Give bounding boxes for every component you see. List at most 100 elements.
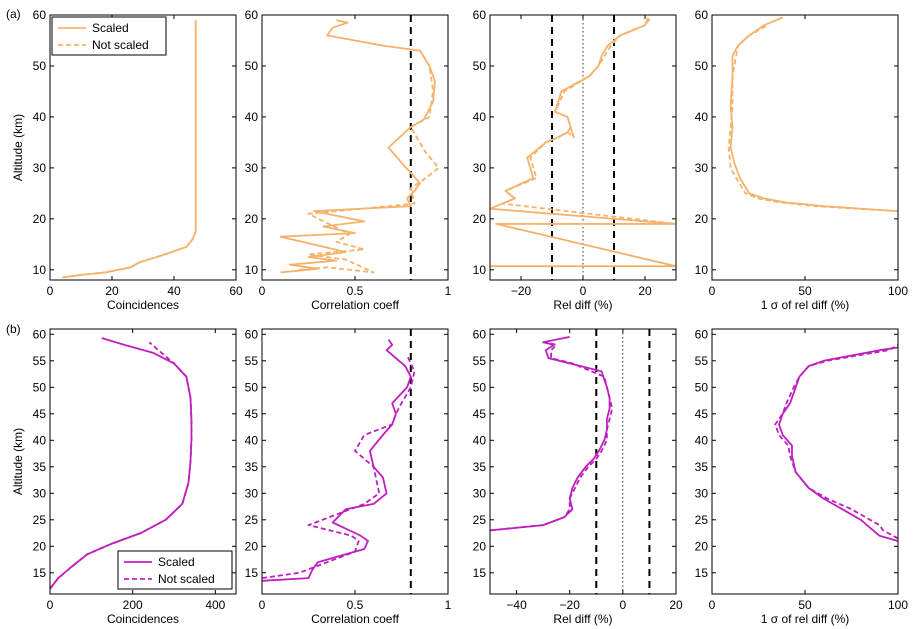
legend-b: Scaled Not scaled — [117, 550, 233, 590]
y-tick-label: 60 — [695, 8, 709, 22]
x-tick-label: 0 — [47, 284, 54, 298]
x-tick-label: 40 — [167, 284, 181, 298]
series-line-a3-scaled — [490, 17, 676, 268]
panel-a2: 0 0.5 1 10 20 30 40 50 60 Correlation coeff — [245, 8, 452, 312]
series-line-b2-scaled — [262, 339, 412, 582]
x-tick-label: 0.5 — [347, 284, 364, 298]
y-tick-label: 25 — [33, 513, 47, 527]
y-tick-label: 35 — [245, 460, 259, 474]
series-line-a4-scaled — [729, 16, 898, 213]
y-tick-label: 60 — [473, 8, 487, 22]
y-tick-label: 30 — [473, 161, 487, 175]
y-tick-label: 25 — [245, 513, 259, 527]
panel-b2: 0 0.5 1 15 20 25 30 35 40 45 50 55 60 Correlation coe… — [245, 327, 452, 626]
x-tick-label: 0 — [620, 598, 627, 612]
y-axis-label: Altitude (km) — [11, 114, 25, 181]
y-tick-label: 50 — [33, 380, 47, 394]
series-line-b3-scaled — [490, 336, 611, 532]
x-axis-label: Correlation coeff — [311, 298, 399, 312]
panel-b4: 0 50 100 15 20 25 30 35 40 45 50 55 60 1 σ of rel dif… — [695, 327, 909, 626]
series-group-a2 — [279, 19, 440, 274]
x-tick-label: 60 — [229, 284, 243, 298]
x-axis-label: Coincidences — [107, 298, 179, 312]
x-axis-label: Correlation coeff — [311, 612, 399, 626]
x-tick-label: 100 — [888, 284, 908, 298]
y-tick-label: 55 — [245, 354, 259, 368]
y-tick-label: 20 — [473, 212, 487, 226]
y-tick-label: 30 — [33, 486, 47, 500]
series-line-a1-not-scaled — [62, 20, 197, 279]
y-tick-label: 30 — [695, 161, 709, 175]
x-tick-label: 0 — [47, 598, 54, 612]
x-tick-label: 0 — [259, 284, 266, 298]
x-tick-label: −40 — [506, 598, 527, 612]
row-label-a: (a) — [6, 7, 21, 21]
x-axis-label: Rel diff (%) — [553, 612, 612, 626]
y-tick-label: 50 — [245, 59, 259, 73]
axes-frame-a4 — [711, 14, 899, 281]
x-tick-label: 0 — [709, 284, 716, 298]
y-tick-label: 40 — [695, 433, 709, 447]
panel-a1: 0 20 40 60 10 20 30 40 50 60 Coincidences Altitude … — [11, 8, 243, 312]
x-tick-label: 1 — [445, 598, 452, 612]
y-tick-label: 60 — [33, 327, 47, 341]
x-axis-label: Rel diff (%) — [553, 298, 612, 312]
legend-a-label-scaled: Scaled — [92, 21, 129, 35]
x-tick-label: 0 — [580, 284, 587, 298]
y-tick-label: 20 — [695, 539, 709, 553]
legend-a: Scaled Not scaled — [51, 16, 167, 56]
y-tick-label: 50 — [245, 380, 259, 394]
x-tick-label: 400 — [205, 598, 225, 612]
y-tick-label: 15 — [33, 566, 47, 580]
panel-a3: −20 0 20 10 20 30 40 50 60 Rel diff (%) — [473, 8, 677, 312]
series-group-a1 — [62, 20, 197, 279]
y-tick-label: 40 — [473, 433, 487, 447]
y-tick-label: 60 — [473, 327, 487, 341]
row-label-b: (b) — [6, 322, 21, 336]
legend-a-box — [51, 16, 167, 56]
series-line-a3-not-scaled — [496, 16, 676, 225]
series-line-b2-not-scaled — [262, 355, 416, 579]
y-tick-label: 35 — [33, 460, 47, 474]
axes-frame-b3 — [489, 328, 677, 595]
y-tick-label: 40 — [33, 110, 47, 124]
y-tick-label: 30 — [695, 486, 709, 500]
y-tick-label: 40 — [245, 110, 259, 124]
x-tick-label: 20 — [105, 284, 119, 298]
x-tick-label: 0.5 — [347, 598, 364, 612]
y-tick-label: 60 — [245, 327, 259, 341]
y-tick-label: 55 — [695, 354, 709, 368]
y-tick-label: 50 — [695, 59, 709, 73]
y-tick-label: 45 — [695, 407, 709, 421]
y-tick-label: 30 — [473, 486, 487, 500]
y-tick-label: 60 — [245, 8, 259, 22]
x-tick-label: 1 — [445, 284, 452, 298]
x-tick-label: 20 — [638, 284, 652, 298]
y-tick-label: 15 — [245, 566, 259, 580]
axes-frame-a1 — [49, 14, 237, 281]
y-tick-label: 20 — [695, 212, 709, 226]
panels-group: 0 20 40 60102030405060CoincidencesAltitude … — [11, 8, 908, 626]
y-axis-label: Altitude (km) — [11, 428, 25, 495]
y-tick-label: 25 — [473, 513, 487, 527]
y-tick-label: 35 — [695, 460, 709, 474]
y-tick-label: 50 — [473, 59, 487, 73]
panel-b1: 0 200 400 15 20 25 30 35 40 45 50 55 60 Coincidences A… — [11, 327, 237, 626]
legends-group: Scaled Not scaled Scaled Not scaled — [51, 16, 233, 590]
series-line-b4-scaled — [778, 346, 898, 542]
y-tick-label: 20 — [245, 539, 259, 553]
y-tick-label: 45 — [33, 407, 47, 421]
y-tick-label: 20 — [245, 212, 259, 226]
y-tick-label: 40 — [245, 433, 259, 447]
x-tick-label: −20 — [511, 284, 532, 298]
y-tick-label: 30 — [245, 161, 259, 175]
series-line-a4-not-scaled — [727, 24, 898, 213]
y-tick-label: 50 — [33, 59, 47, 73]
series-line-b3-not-scaled — [490, 341, 614, 532]
x-tick-label: 100 — [888, 598, 908, 612]
y-tick-label: 45 — [245, 407, 259, 421]
series-line-a1-scaled — [62, 20, 197, 279]
x-tick-label: 20 — [669, 598, 683, 612]
y-tick-label: 40 — [473, 110, 487, 124]
